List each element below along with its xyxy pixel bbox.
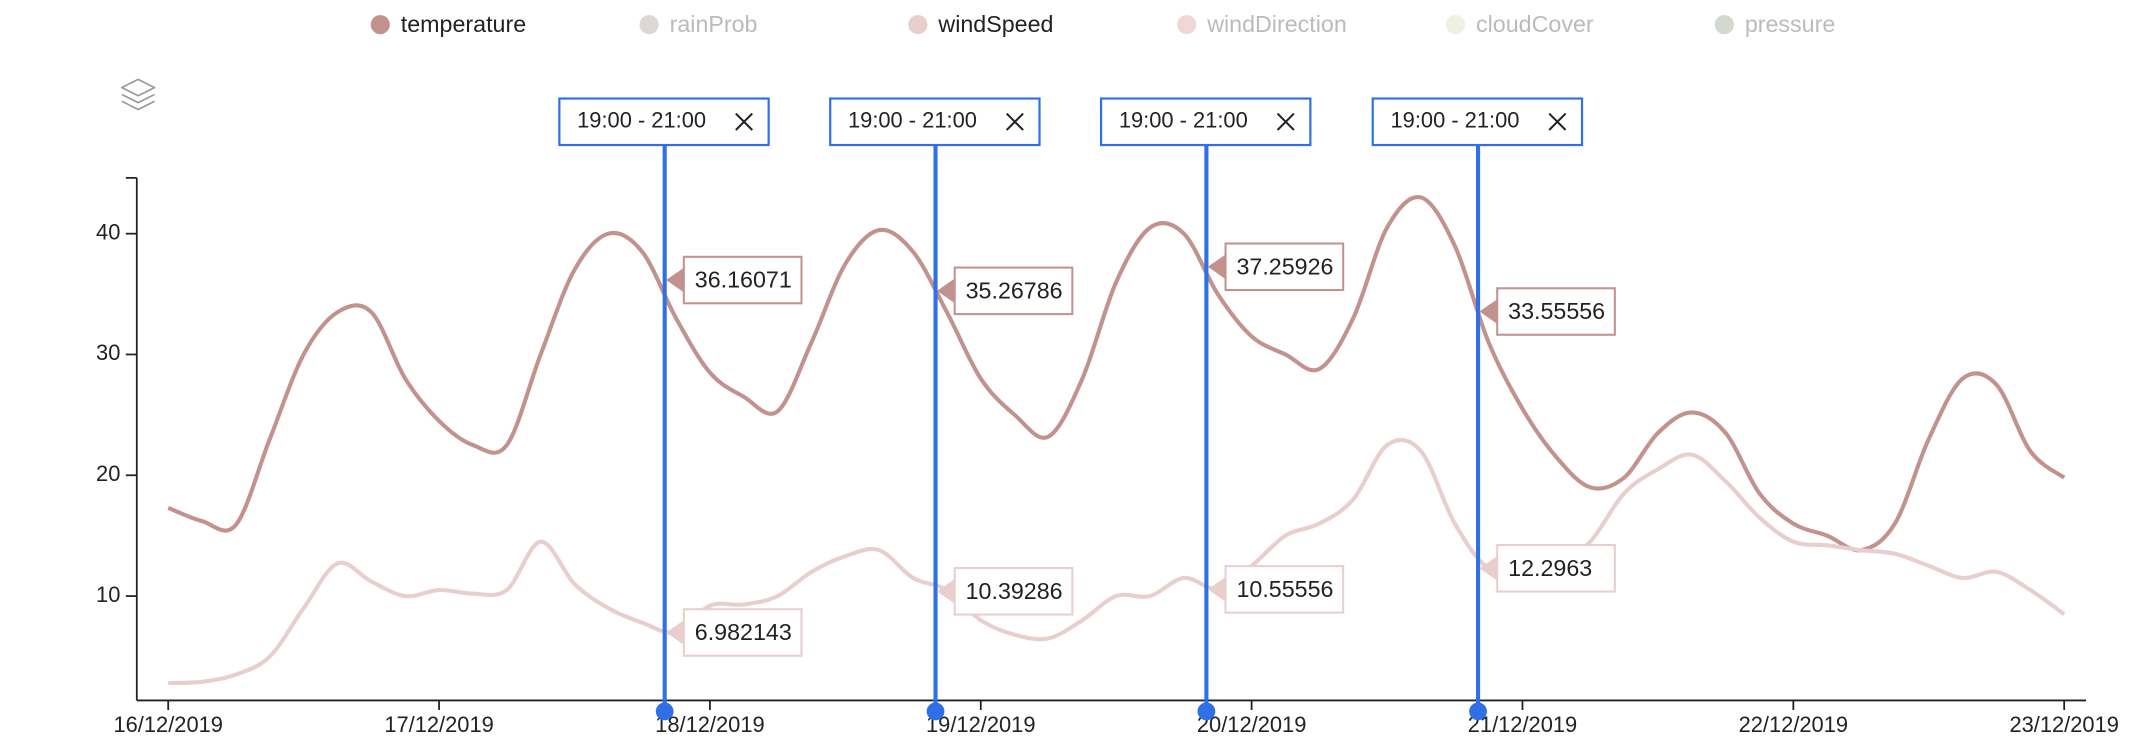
tooltip-box bbox=[682, 608, 803, 657]
legend-item[interactable]: windSpeed bbox=[908, 11, 1053, 37]
cursor-box bbox=[1371, 97, 1584, 147]
y-tick-label: 10 bbox=[96, 582, 120, 607]
cursor-handle[interactable] bbox=[926, 702, 945, 721]
cursor-box bbox=[1099, 97, 1312, 147]
tooltip-box bbox=[1224, 565, 1345, 614]
legend-label: pressure bbox=[1745, 11, 1835, 37]
tooltip-value: 36.16071 bbox=[695, 267, 792, 293]
cursor-label: 19:00 - 21:00 bbox=[848, 108, 977, 133]
cursor-box bbox=[829, 97, 1041, 147]
close-stroke bbox=[735, 112, 753, 131]
close-stroke bbox=[1005, 112, 1024, 131]
tooltip-pointer bbox=[666, 267, 684, 293]
value-tooltip: 35.26786 bbox=[936, 266, 1074, 316]
legend-swatch bbox=[908, 15, 928, 35]
tooltip-pointer bbox=[1479, 556, 1498, 581]
cursor-close[interactable] bbox=[735, 112, 753, 131]
value-tooltip: 12.2963 bbox=[1479, 544, 1616, 593]
series-line bbox=[167, 194, 2066, 553]
legend-label: rainProb bbox=[670, 11, 758, 37]
x-tick-label: 22/12/2019 bbox=[1739, 712, 1848, 737]
legend-label: windSpeed bbox=[937, 11, 1053, 37]
y-tick-label: 30 bbox=[96, 340, 120, 365]
close-stroke bbox=[1548, 112, 1567, 131]
tooltip-box bbox=[682, 255, 803, 305]
cursor-close[interactable] bbox=[1005, 112, 1024, 131]
tooltip-value: 37.25926 bbox=[1236, 253, 1333, 279]
value-tooltip: 10.55556 bbox=[1207, 565, 1345, 614]
cursor-box bbox=[558, 97, 770, 147]
tooltip-value: 10.39286 bbox=[966, 578, 1063, 604]
tooltip-value: 33.55556 bbox=[1508, 298, 1605, 324]
cursor-close[interactable] bbox=[1548, 112, 1567, 131]
cursor-label: 19:00 - 21:00 bbox=[1391, 108, 1520, 133]
tooltip-value: 35.26786 bbox=[966, 277, 1063, 303]
legend-label: windDirection bbox=[1206, 11, 1347, 37]
cursor-handle[interactable] bbox=[1197, 702, 1216, 721]
y-tick-label: 40 bbox=[96, 219, 120, 244]
tooltip-value: 10.55556 bbox=[1236, 576, 1333, 602]
legend-item[interactable]: temperature bbox=[370, 11, 526, 37]
legend-label: temperature bbox=[401, 11, 526, 37]
cursor-handle[interactable] bbox=[1469, 702, 1487, 721]
value-tooltip: 36.16071 bbox=[666, 255, 803, 305]
tooltip-pointer bbox=[1207, 577, 1226, 602]
tooltip-pointer bbox=[666, 620, 684, 645]
tooltip-box bbox=[1224, 242, 1345, 292]
y-tick-label: 20 bbox=[96, 461, 120, 486]
legend-swatch bbox=[639, 15, 659, 35]
cursor-close[interactable] bbox=[1276, 112, 1295, 131]
tooltip-pointer bbox=[936, 579, 955, 604]
value-tooltip: 10.39286 bbox=[936, 567, 1074, 616]
value-tooltip: 33.55556 bbox=[1479, 287, 1616, 336]
tooltip-pointer bbox=[1207, 254, 1226, 280]
tooltip-value: 6.982143 bbox=[695, 619, 792, 645]
x-tick-label: 17/12/2019 bbox=[384, 712, 493, 737]
x-tick-label: 23/12/2019 bbox=[2009, 712, 2118, 737]
x-tick-label: 20/12/2019 bbox=[1197, 712, 1306, 737]
tooltip-box bbox=[953, 266, 1074, 316]
cursor-label: 19:00 - 21:00 bbox=[577, 108, 706, 133]
legend-item[interactable]: windDirection bbox=[1177, 11, 1347, 37]
tooltip-pointer bbox=[936, 278, 955, 304]
legend-swatch bbox=[1177, 15, 1197, 35]
value-tooltip: 6.982143 bbox=[666, 608, 803, 657]
x-tick-label: 19/12/2019 bbox=[926, 712, 1035, 737]
x-tick-label: 16/12/2019 bbox=[113, 712, 222, 737]
value-tooltip: 37.25926 bbox=[1207, 242, 1345, 292]
legend-swatch bbox=[1714, 15, 1734, 35]
cursor-label: 19:00 - 21:00 bbox=[1119, 108, 1248, 133]
legend-label: cloudCover bbox=[1476, 11, 1594, 37]
tooltip-value: 12.2963 bbox=[1508, 555, 1592, 581]
series-line bbox=[168, 437, 2066, 686]
close-stroke bbox=[1276, 112, 1295, 131]
legend-swatch bbox=[370, 15, 390, 35]
tooltip-box bbox=[1496, 287, 1616, 336]
layers-icon[interactable] bbox=[120, 78, 156, 111]
x-tick-label: 21/12/2019 bbox=[1468, 712, 1577, 737]
legend-item[interactable]: pressure bbox=[1714, 11, 1836, 37]
tooltip-box bbox=[953, 567, 1074, 616]
legend-item[interactable]: cloudCover bbox=[1445, 11, 1594, 37]
tooltip-pointer bbox=[1479, 299, 1498, 324]
cursor-handle[interactable] bbox=[655, 702, 674, 721]
x-tick-label: 18/12/2019 bbox=[655, 712, 764, 737]
legend-swatch bbox=[1445, 15, 1466, 35]
legend-item[interactable]: rainProb bbox=[639, 11, 758, 37]
tooltip-box bbox=[1496, 544, 1616, 593]
